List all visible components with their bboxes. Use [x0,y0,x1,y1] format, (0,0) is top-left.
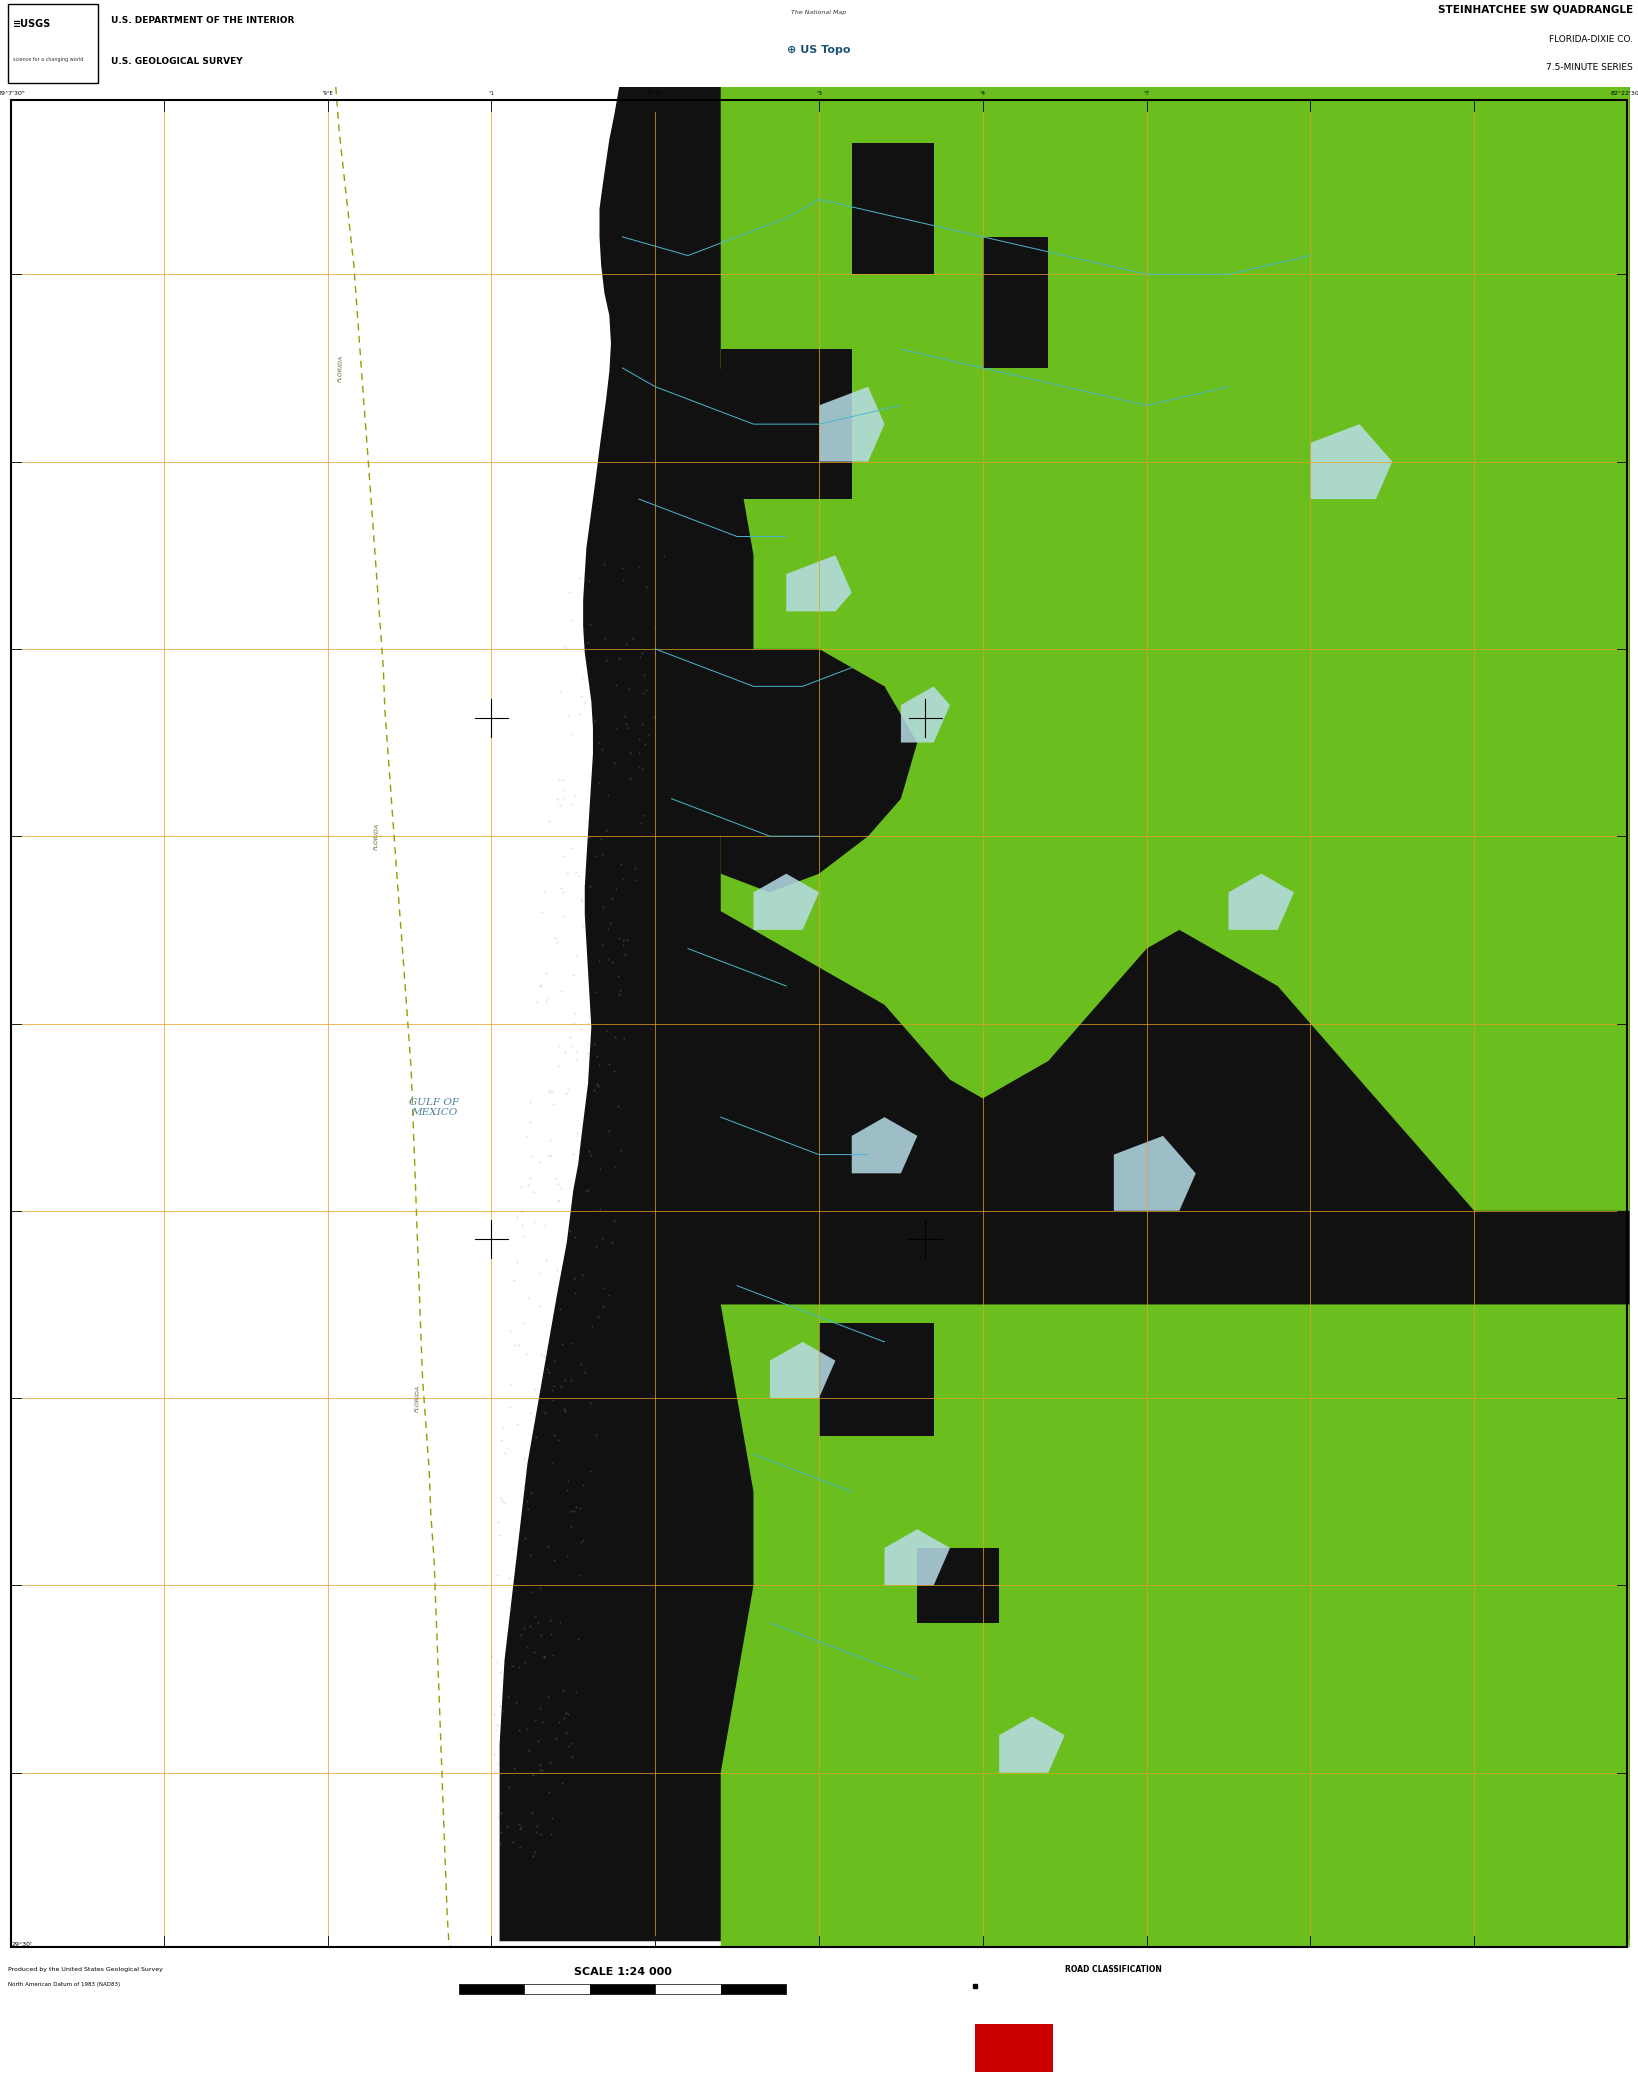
Polygon shape [999,1716,1065,1773]
Bar [8,4,98,84]
Polygon shape [885,1528,950,1585]
Polygon shape [1114,1136,1196,1211]
Polygon shape [852,144,934,274]
Text: 29°30': 29°30' [11,1942,33,1946]
Text: The National Map: The National Map [791,10,847,15]
Text: ⊕ US Topo: ⊕ US Topo [788,46,850,54]
Text: 27°30': 27°30' [647,92,663,96]
Text: North American Datum of 1983 (NAD83): North American Datum of 1983 (NAD83) [8,1982,120,1986]
Text: FLORIDA: FLORIDA [373,823,380,850]
Polygon shape [770,1343,835,1399]
Text: FLORIDA: FLORIDA [337,355,344,382]
Text: 29°7'30": 29°7'30" [0,92,26,96]
Polygon shape [721,1305,1630,1946]
Bar [721,1984,786,1994]
Polygon shape [1310,424,1392,499]
Polygon shape [819,1324,934,1437]
Text: '9°E: '9°E [323,92,333,96]
Bar [975,2023,1053,2071]
Text: STEINHATCHEE SW QUADRANGLE: STEINHATCHEE SW QUADRANGLE [1438,4,1633,15]
Polygon shape [500,88,1630,1942]
Bar [459,1984,524,1994]
Text: °7: °7 [1143,92,1150,96]
Text: °1: °1 [488,92,495,96]
Text: science for a changing world: science for a changing world [13,56,84,61]
Polygon shape [901,687,950,743]
Text: FLORIDA: FLORIDA [414,1384,421,1411]
Polygon shape [721,649,917,892]
Text: °3: °3 [816,92,822,96]
Text: GULF OF
MEXICO: GULF OF MEXICO [410,1098,459,1117]
Polygon shape [721,88,1630,1211]
Polygon shape [1228,873,1294,929]
Polygon shape [786,555,852,612]
Text: 7.5-MINUTE SERIES: 7.5-MINUTE SERIES [1546,63,1633,71]
Text: ROAD CLASSIFICATION: ROAD CLASSIFICATION [1065,1965,1161,1973]
Text: °4: °4 [980,92,986,96]
Polygon shape [721,349,852,499]
Bar [655,1984,721,1994]
Text: Produced by the United States Geological Survey: Produced by the United States Geological… [8,1967,164,1973]
Bar [590,1984,655,1994]
Text: 82°22'30": 82°22'30" [1610,92,1638,96]
Polygon shape [983,236,1048,367]
Text: FLORIDA-DIXIE CO.: FLORIDA-DIXIE CO. [1550,35,1633,44]
Text: U.S. GEOLOGICAL SURVEY: U.S. GEOLOGICAL SURVEY [111,56,242,65]
Bar [524,1984,590,1994]
Polygon shape [819,386,885,461]
Polygon shape [917,1547,999,1622]
Polygon shape [786,687,885,781]
Polygon shape [753,873,819,929]
Text: ≡USGS: ≡USGS [13,19,51,29]
Text: SCALE 1:24 000: SCALE 1:24 000 [573,1967,672,1977]
Polygon shape [721,1061,934,1267]
Polygon shape [852,1117,917,1173]
Text: U.S. DEPARTMENT OF THE INTERIOR: U.S. DEPARTMENT OF THE INTERIOR [111,15,295,25]
